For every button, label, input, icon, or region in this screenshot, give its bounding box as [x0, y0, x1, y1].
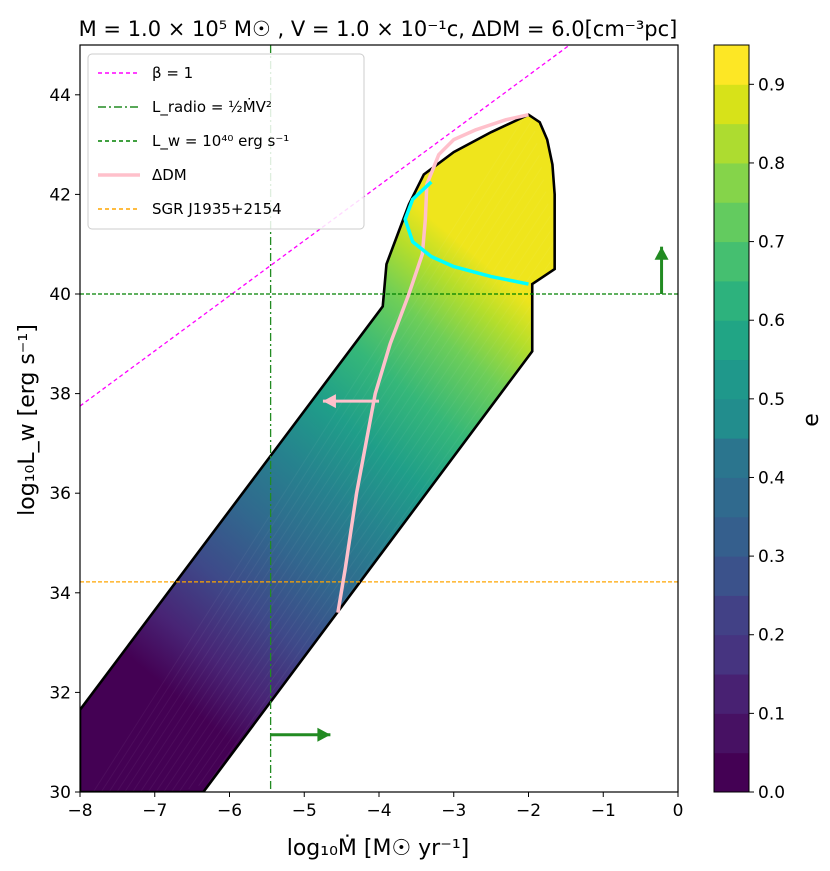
y-axis-ticks: 30 32 34 36 38 40 42 44: [49, 86, 80, 803]
x-tick-label: −8: [67, 801, 92, 821]
y-axis-label: log₁₀L_w [erg s⁻¹]: [15, 324, 40, 516]
cyan-curve: [403, 180, 529, 286]
x-axis-label: log₁₀Ṁ [M☉ yr⁻¹]: [287, 835, 470, 861]
delta-dm-curve: [336, 113, 529, 614]
contour-level-line: [188, 251, 558, 790]
colorbar-frame: [713, 44, 750, 793]
colorbar-tick-label: 0.7: [758, 233, 785, 253]
colorbar-band: [714, 556, 749, 596]
x-tick-label: −1: [591, 801, 616, 821]
colorbar-band: [714, 713, 749, 754]
contour-level-line: [147, 191, 547, 792]
contour-level-line: [139, 179, 545, 792]
colorbar-tick-label: 0.9: [758, 75, 785, 95]
colorbar: 0.0 0.1 0.2 0.3 0.4 0.5 0.6 0.7 0.8 0.9 e: [713, 44, 824, 803]
x-tick-label: −6: [217, 801, 242, 821]
colorbar-band: [714, 45, 749, 85]
x-tick-label: −2: [516, 801, 541, 821]
legend-label: SGR J1935+2154: [152, 200, 282, 218]
x-axis-ticks: −8 −7 −6 −5 −4 −3 −2 −1 0: [67, 792, 683, 821]
colorbar-tick-label: 0.4: [758, 468, 785, 488]
arrow-head-1: [317, 727, 331, 742]
colorbar-band: [714, 398, 749, 439]
legend-label: ΔDM: [152, 166, 187, 184]
colorbar-band: [714, 634, 749, 675]
colorbar-band: [714, 359, 749, 400]
y-tick-label: 36: [49, 484, 71, 504]
colorbar-band: [714, 595, 749, 636]
legend-box: [87, 53, 365, 230]
contour-level-line: [155, 203, 549, 792]
y-tick-label: 32: [49, 683, 71, 703]
arrow-head-0: [322, 394, 336, 409]
colorbar-band: [714, 674, 749, 714]
x-tick-label: −3: [441, 801, 466, 821]
legend-label: L_w = 10⁴⁰ erg s⁻¹: [152, 132, 289, 151]
x-tick-label: −5: [292, 801, 317, 821]
x-tick-label: −4: [366, 801, 391, 821]
x-tick-label: −7: [142, 801, 167, 821]
colorbar-tick-label: 0.2: [758, 626, 785, 646]
contour-level-line: [108, 130, 536, 792]
chart-title: M = 1.0 × 10⁵ M☉ , V = 1.0 × 10⁻¹c, ΔDM …: [79, 17, 678, 41]
colorbar-tick-label: 0.0: [758, 783, 785, 803]
contour-level-line: [170, 227, 554, 792]
plot-area: [80, 45, 678, 792]
colorbar-band: [714, 438, 749, 478]
contour-level-line: [116, 142, 538, 792]
colorbar-band: [714, 162, 749, 203]
x-tick-label: 0: [673, 801, 684, 821]
legend: β = 1 L_radio = ½ṀV² L_w = 10⁴⁰ erg s⁻¹ ΔDM…: [87, 53, 365, 230]
colorbar-band: [714, 477, 749, 518]
y-tick-label: 38: [49, 385, 71, 405]
legend-label: L_radio = ½ṀV²: [152, 97, 272, 117]
colorbar-label: e: [799, 413, 824, 427]
contour-region: [80, 114, 555, 792]
y-tick-label: 34: [49, 584, 71, 604]
colorbar-band: [714, 320, 749, 361]
contour-level-line: [198, 263, 560, 787]
contour-level-line: [237, 312, 569, 773]
colorbar-band: [714, 241, 749, 282]
contour-level-line: [92, 106, 532, 792]
contour-level-line: [124, 155, 540, 792]
colorbar-band: [714, 123, 749, 164]
region-outline: [80, 113, 556, 792]
y-tick-label: 44: [49, 86, 71, 106]
y-tick-label: 40: [49, 285, 71, 305]
y-tick-label: 30: [49, 783, 71, 803]
contour-level-line: [178, 239, 556, 792]
contour-level-line: [100, 118, 534, 792]
arrow-head-2: [654, 246, 669, 260]
contour-level-line: [208, 276, 562, 783]
contour-level-line: [132, 167, 543, 792]
colorbar-tick-label: 0.8: [758, 154, 785, 174]
colorbar-tick-label: 0.3: [758, 547, 785, 567]
colorbar-band: [714, 280, 749, 321]
colorbar-band: [714, 752, 749, 793]
contour-level-line: [217, 288, 565, 780]
colorbar-tick-label: 0.5: [758, 390, 785, 410]
colorbar-band: [714, 202, 749, 243]
colorbar-tick-label: 0.6: [758, 311, 785, 331]
colorbar-band: [714, 84, 749, 125]
colorbar-band: [714, 516, 749, 557]
colorbar-tick-label: 0.1: [758, 704, 785, 724]
y-tick-label: 42: [49, 185, 71, 205]
legend-label: β = 1: [152, 64, 193, 82]
